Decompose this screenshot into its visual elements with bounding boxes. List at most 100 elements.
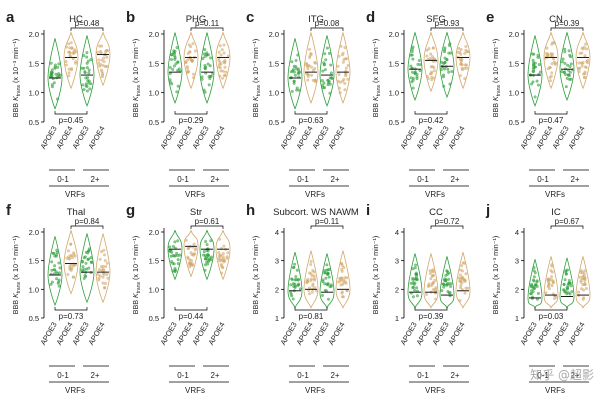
y-tick-label: 2: [515, 285, 519, 294]
data-point: [82, 256, 86, 260]
data-point: [227, 54, 230, 58]
data-point: [463, 51, 467, 55]
data-point: [312, 274, 316, 278]
data-point: [173, 54, 177, 58]
data-point: [221, 69, 225, 73]
data-point: [174, 62, 178, 66]
group-title: VRFs: [425, 386, 445, 395]
data-point: [172, 49, 176, 53]
data-point: [295, 86, 299, 90]
panel-title: ITG: [308, 14, 324, 25]
data-point: [459, 268, 462, 272]
data-point: [552, 41, 556, 45]
data-point: [80, 66, 84, 70]
data-point: [569, 77, 573, 81]
data-point: [173, 269, 177, 273]
p-value-bottom: p=0.29: [179, 116, 204, 125]
data-point: [98, 257, 102, 261]
violin-dots: [305, 259, 319, 296]
data-point: [578, 275, 582, 279]
violin-apoe3: [287, 38, 303, 110]
data-point: [440, 60, 444, 64]
data-point: [311, 282, 315, 286]
data-point: [546, 277, 550, 281]
data-point: [344, 57, 348, 61]
data-point: [329, 63, 333, 67]
data-point: [209, 258, 213, 262]
data-point: [327, 275, 331, 279]
y-tick-label: 1: [275, 314, 279, 323]
y-tick-label: 0.5: [509, 118, 519, 127]
violin-apoe4: [335, 32, 351, 105]
data-point: [310, 73, 313, 77]
data-point: [219, 62, 223, 66]
data-point: [431, 274, 435, 278]
panel-f: f Thal 0.5 1.0 1.5 2.0 BBB Ktrans (x 10⁻³ min⁻…: [6, 202, 111, 395]
data-point: [429, 284, 433, 288]
data-point: [52, 251, 56, 255]
data-point: [550, 275, 553, 279]
data-point: [427, 47, 431, 51]
data-point: [52, 81, 56, 85]
data-point: [294, 275, 298, 278]
data-point: [221, 252, 225, 255]
violin-dots: [49, 248, 62, 288]
data-point: [449, 51, 453, 55]
y-tick-label: 1.5: [29, 257, 39, 266]
data-point: [170, 250, 174, 254]
y-tick-label: 0.5: [149, 314, 159, 323]
data-point: [446, 67, 450, 71]
data-point: [569, 62, 573, 66]
data-point: [104, 265, 108, 268]
data-point: [321, 84, 324, 88]
data-point: [431, 55, 434, 59]
data-point: [584, 42, 588, 46]
y-tick-label: 1: [515, 314, 519, 323]
y-axis-label: BBB Ktrans (x 10⁻³ min⁻¹): [251, 236, 262, 315]
data-point: [338, 91, 342, 95]
data-point: [414, 271, 418, 275]
data-point: [341, 79, 345, 83]
data-point: [323, 86, 327, 90]
data-point: [583, 277, 587, 281]
data-point: [218, 259, 222, 263]
data-point: [186, 52, 190, 55]
data-point: [321, 69, 325, 73]
data-point: [101, 275, 105, 279]
p-value-top: p=0.11: [315, 217, 340, 226]
data-point: [443, 67, 446, 71]
data-point: [532, 52, 536, 56]
data-point: [170, 260, 174, 264]
data-point: [221, 76, 224, 80]
violin-dots: [96, 44, 109, 79]
data-point: [82, 88, 86, 92]
data-point: [221, 265, 225, 269]
p-bracket-bottom: [534, 111, 568, 115]
data-point: [530, 82, 534, 86]
violin-dots: [544, 263, 558, 301]
violin-apoe4: [183, 230, 199, 278]
data-point: [322, 81, 326, 85]
group-label: 2+: [210, 175, 219, 184]
y-tick-label: 1.5: [149, 59, 159, 68]
p-value-bottom: p=0.45: [59, 116, 84, 125]
data-point: [192, 242, 196, 246]
group-label: 0-1: [537, 175, 549, 184]
data-point: [444, 278, 448, 282]
data-point: [204, 65, 208, 69]
data-point: [426, 77, 430, 81]
data-point: [337, 280, 341, 284]
data-point: [533, 95, 537, 99]
violin-apoe4: [95, 233, 111, 304]
data-point: [415, 75, 419, 79]
data-point: [70, 67, 74, 71]
data-point: [346, 77, 350, 81]
violin-dots: [528, 52, 542, 99]
y-axis-label: BBB Ktrans (x 10⁻³ min⁻¹): [131, 39, 142, 118]
data-point: [413, 288, 417, 292]
data-point: [57, 284, 61, 288]
data-point: [68, 51, 72, 55]
data-point: [563, 50, 567, 54]
data-point: [296, 278, 300, 282]
p-value-bottom: p=0.03: [539, 312, 564, 321]
